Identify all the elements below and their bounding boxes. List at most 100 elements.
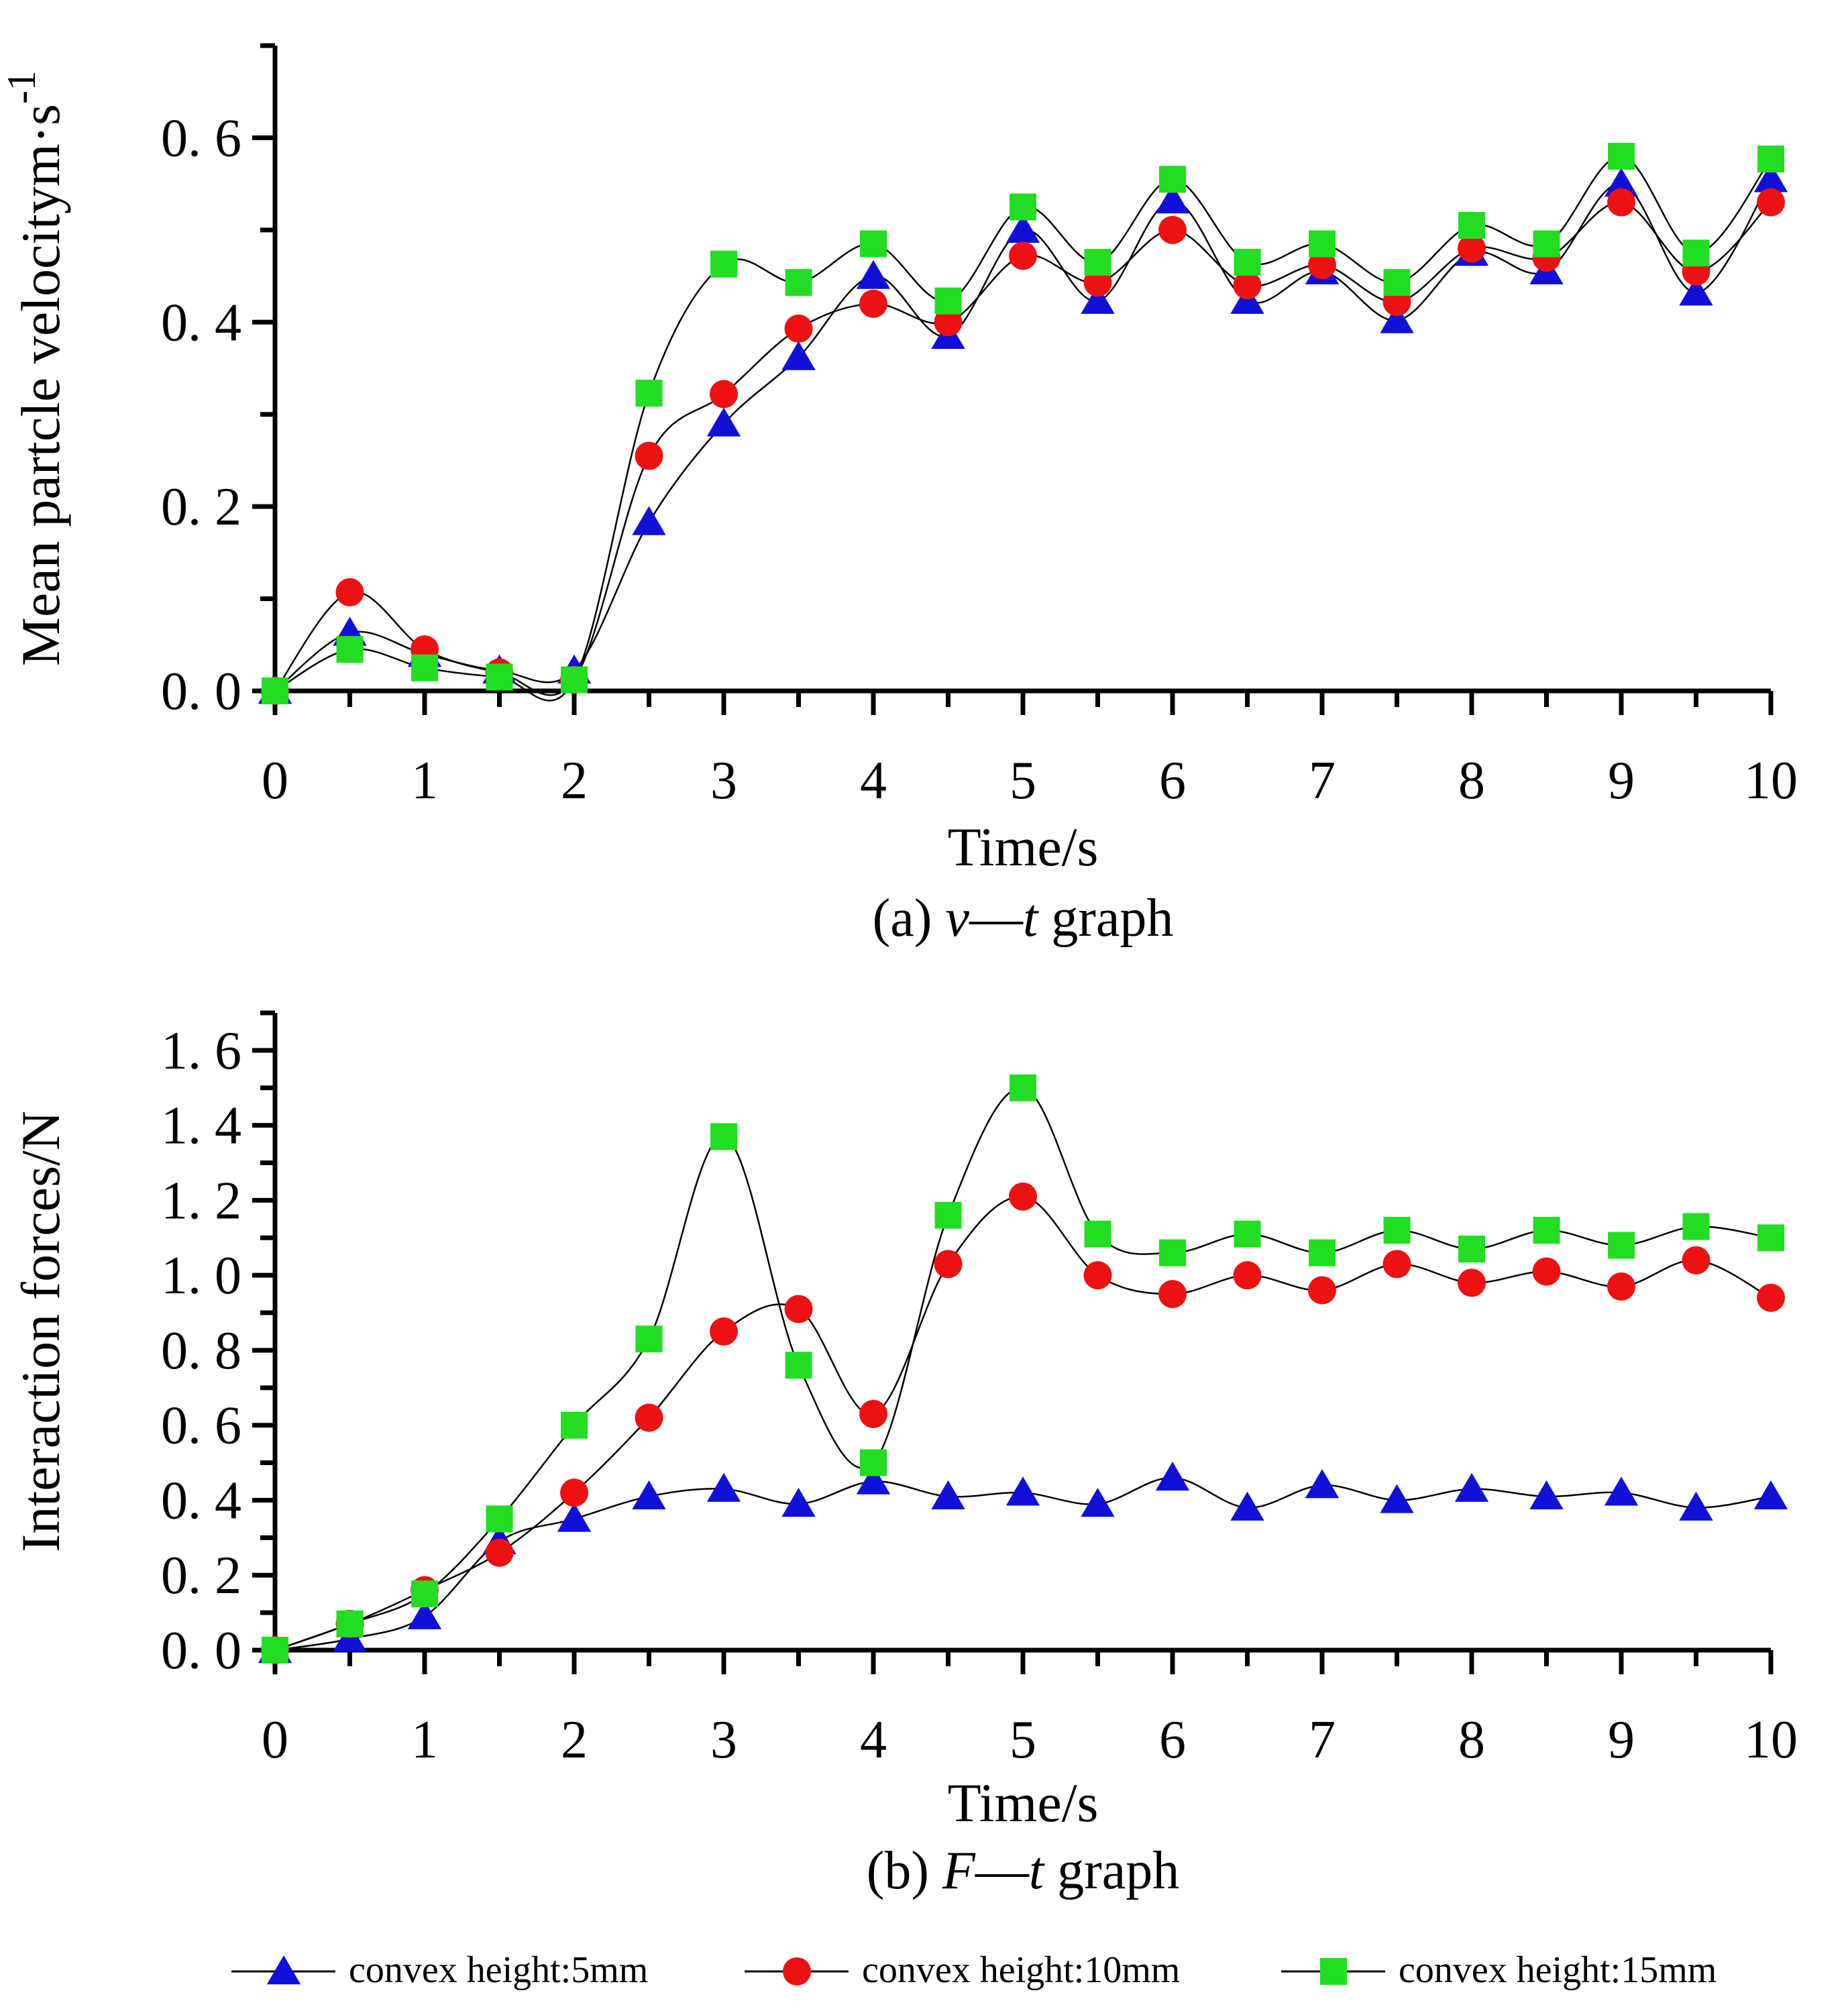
data-point: [1308, 251, 1336, 280]
x-tick-label: 2: [561, 751, 588, 810]
y-tick-label: 0. 6: [161, 109, 241, 168]
data-point: [1608, 142, 1635, 170]
data-point: [262, 1637, 288, 1664]
data-point: [1682, 1213, 1710, 1240]
x-tick-label: 4: [860, 1711, 887, 1770]
x-tick-label: 6: [1159, 1711, 1186, 1770]
x-tick-label: 8: [1458, 1711, 1485, 1770]
x-tick-label: 6: [1159, 751, 1186, 810]
caption-part: t: [1029, 1841, 1045, 1900]
data-point: [934, 308, 963, 337]
data-point: [1010, 193, 1036, 221]
x-tick-label: 10: [1744, 1711, 1798, 1770]
data-point: [1458, 234, 1486, 263]
x-axis-title: Time/s: [948, 816, 1099, 877]
data-point: [1607, 1272, 1635, 1301]
caption-part: (a): [873, 889, 946, 948]
data-point: [860, 1449, 887, 1476]
data-point: [784, 314, 813, 343]
data-point: [785, 1352, 812, 1379]
data-point: [1083, 1261, 1112, 1290]
legend-label: convex height:15mm: [1399, 1949, 1717, 1991]
legend-marker: [266, 1955, 301, 1985]
caption-part: v: [945, 889, 969, 948]
data-point: [856, 1465, 891, 1495]
y-tick-label: 0. 4: [161, 1471, 241, 1530]
legend-label: convex height:5mm: [349, 1949, 648, 1991]
chart-caption: (a) v—t graph: [873, 889, 1174, 948]
data-point: [1458, 211, 1485, 239]
chart-caption: (b) F—t graph: [867, 1841, 1180, 1900]
data-point: [1158, 1280, 1187, 1309]
x-tick-label: 9: [1608, 751, 1635, 810]
data-point: [411, 1580, 438, 1608]
data-point: [1682, 239, 1710, 267]
legend-label: convex height:10mm: [862, 1949, 1180, 1991]
x-tick-label: 2: [561, 1711, 588, 1770]
data-point: [1309, 230, 1336, 258]
data-point: [859, 289, 887, 318]
data-point: [1084, 248, 1111, 276]
data-point: [486, 1505, 513, 1533]
data-point: [1682, 1246, 1710, 1274]
data-point: [710, 1123, 737, 1150]
x-tick-label: 9: [1608, 1711, 1635, 1770]
caption-part: graph: [1038, 889, 1173, 948]
data-point: [1608, 1232, 1635, 1259]
data-point: [1604, 1476, 1639, 1506]
data-point: [1159, 1239, 1186, 1266]
data-point: [1010, 1074, 1036, 1101]
data-point: [632, 506, 666, 535]
x-tick-label: 3: [710, 1711, 737, 1770]
data-point: [1533, 230, 1560, 258]
data-point: [485, 1538, 514, 1567]
data-point: [1005, 1476, 1040, 1506]
caption-part: t: [1023, 889, 1039, 948]
data-point: [1679, 276, 1713, 306]
data-point: [934, 1250, 963, 1279]
data-point: [710, 1317, 738, 1346]
data-point: [710, 250, 737, 278]
data-point: [1009, 241, 1037, 270]
data-point: [1084, 1220, 1111, 1248]
data-point: [706, 407, 741, 437]
data-point: [635, 1325, 663, 1353]
x-tick-label: 5: [1010, 751, 1036, 810]
y-tick-label: 1. 2: [161, 1171, 241, 1230]
x-tick-label: 3: [710, 751, 737, 810]
data-point: [931, 1480, 965, 1510]
x-axis-title: Time/s: [948, 1772, 1099, 1833]
data-point: [1604, 168, 1639, 197]
caption-part: —: [969, 889, 1024, 948]
x-tick-label: 4: [860, 751, 887, 810]
data-point: [1753, 1480, 1788, 1510]
data-point: [934, 1201, 962, 1229]
y-tick-label: 0. 4: [161, 293, 241, 352]
data-point: [411, 654, 438, 682]
data-point: [1532, 1257, 1561, 1286]
data-point: [859, 1399, 887, 1428]
data-point: [1308, 1276, 1336, 1305]
data-point: [1305, 1469, 1340, 1499]
data-point: [1458, 1268, 1486, 1297]
data-point: [335, 578, 364, 606]
caption-part: —: [975, 1841, 1030, 1900]
data-point: [486, 663, 513, 691]
y-axis-title: Interaction forces/N: [10, 1111, 71, 1552]
x-tick-label: 7: [1309, 1711, 1336, 1770]
data-point: [635, 441, 663, 470]
data-point: [1380, 1484, 1414, 1513]
series-line: [274, 1195, 1772, 1651]
data-point: [1757, 1224, 1784, 1252]
data-point: [934, 287, 962, 315]
data-point: [1533, 1217, 1560, 1244]
x-tick-label: 1: [411, 1711, 438, 1770]
data-point: [560, 1478, 588, 1507]
y-tick-label: 1. 6: [161, 1022, 241, 1081]
y-tick-label: 0. 8: [161, 1321, 241, 1380]
legend-marker: [1320, 1958, 1347, 1985]
data-point: [1158, 215, 1187, 244]
data-point: [1679, 1491, 1713, 1521]
data-point: [1234, 248, 1261, 276]
data-point: [1081, 1488, 1115, 1517]
